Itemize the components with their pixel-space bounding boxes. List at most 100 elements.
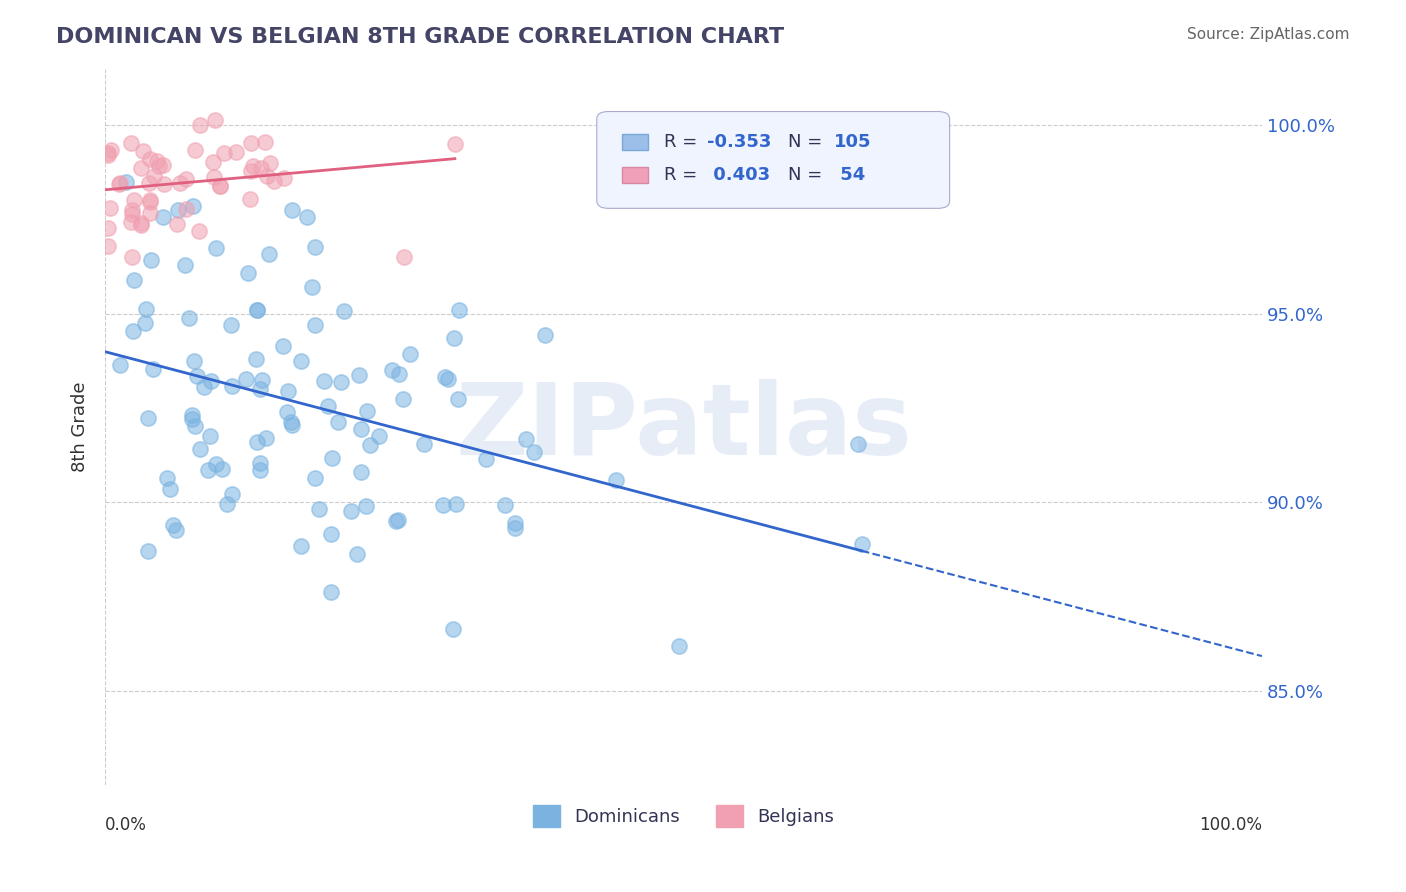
Point [100,144,122,158]
Point [215,497,238,511]
Point [329,376,352,390]
Text: Source: ZipAtlas.com: Source: ZipAtlas.com [1187,27,1350,42]
Point [108,178,131,192]
Point [174,172,197,186]
Point [256,169,278,183]
Point [239,136,262,150]
Point [475,451,498,466]
Point [200,429,222,443]
Point [381,363,404,377]
Point [152,177,174,191]
Point [304,240,326,254]
Point [208,178,231,193]
Point [183,143,205,157]
Point [444,497,467,511]
Point [350,466,373,480]
Point [129,218,152,232]
Point [297,210,319,224]
Point [245,351,267,366]
Point [136,544,159,558]
Point [356,403,378,417]
Point [142,361,165,376]
Text: 105: 105 [834,133,872,151]
Point [205,457,228,471]
Point [120,215,142,229]
Point [346,547,368,561]
Point [249,161,271,175]
Point [333,304,356,318]
Point [316,399,339,413]
Point [122,324,145,338]
Point [98,201,121,215]
Point [221,487,243,501]
Point [135,302,157,317]
Point [166,203,188,218]
Point [181,199,204,213]
Point [134,316,156,330]
Point [180,412,202,426]
Point [326,415,349,429]
Point [257,246,280,260]
Point [183,353,205,368]
Point [254,135,277,149]
Point [301,280,323,294]
Point [188,442,211,457]
Text: R =: R = [664,133,703,151]
Point [367,429,389,443]
Point [238,266,260,280]
Point [444,136,467,151]
Point [132,145,155,159]
FancyBboxPatch shape [623,167,648,183]
Point [392,392,415,407]
Point [122,193,145,207]
Point [249,382,271,396]
Point [225,145,247,160]
Point [249,462,271,476]
Point [165,524,187,538]
Point [139,195,162,210]
Point [193,380,215,394]
Point [212,146,235,161]
Point [668,640,690,654]
Point [152,211,174,225]
Point [188,118,211,132]
Point [304,318,326,332]
Point [205,241,228,255]
Point [354,499,377,513]
Point [388,368,411,382]
Point [387,513,409,527]
Text: R =: R = [664,166,703,184]
Point [349,368,371,383]
Point [200,375,222,389]
Text: ZIPatlas: ZIPatlas [456,378,912,475]
Point [121,202,143,217]
Point [523,445,546,459]
Point [254,431,277,445]
Point [221,378,243,392]
Point [246,434,269,449]
Text: N =: N = [787,166,828,184]
Text: DOMINICAN VS BELGIAN 8TH GRADE CORRELATION CHART: DOMINICAN VS BELGIAN 8TH GRADE CORRELATI… [56,27,785,46]
Point [156,470,179,484]
Y-axis label: 8th Grade: 8th Grade [72,382,89,472]
Point [131,216,153,230]
Point [141,253,163,268]
Point [259,155,281,169]
Point [97,239,120,253]
Point [437,372,460,386]
Point [339,504,361,518]
Point [209,178,232,193]
Point [242,159,264,173]
Point [515,432,537,446]
Point [433,369,456,384]
Text: N =: N = [787,133,828,151]
Point [245,302,267,317]
Point [385,514,408,528]
Point [142,169,165,183]
Text: -0.353: -0.353 [707,133,770,151]
Point [129,161,152,176]
Point [187,224,209,238]
Point [319,585,342,599]
Point [115,175,138,189]
Point [441,622,464,636]
